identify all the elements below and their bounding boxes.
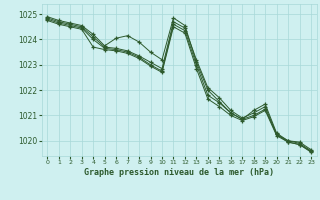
X-axis label: Graphe pression niveau de la mer (hPa): Graphe pression niveau de la mer (hPa) [84, 168, 274, 177]
